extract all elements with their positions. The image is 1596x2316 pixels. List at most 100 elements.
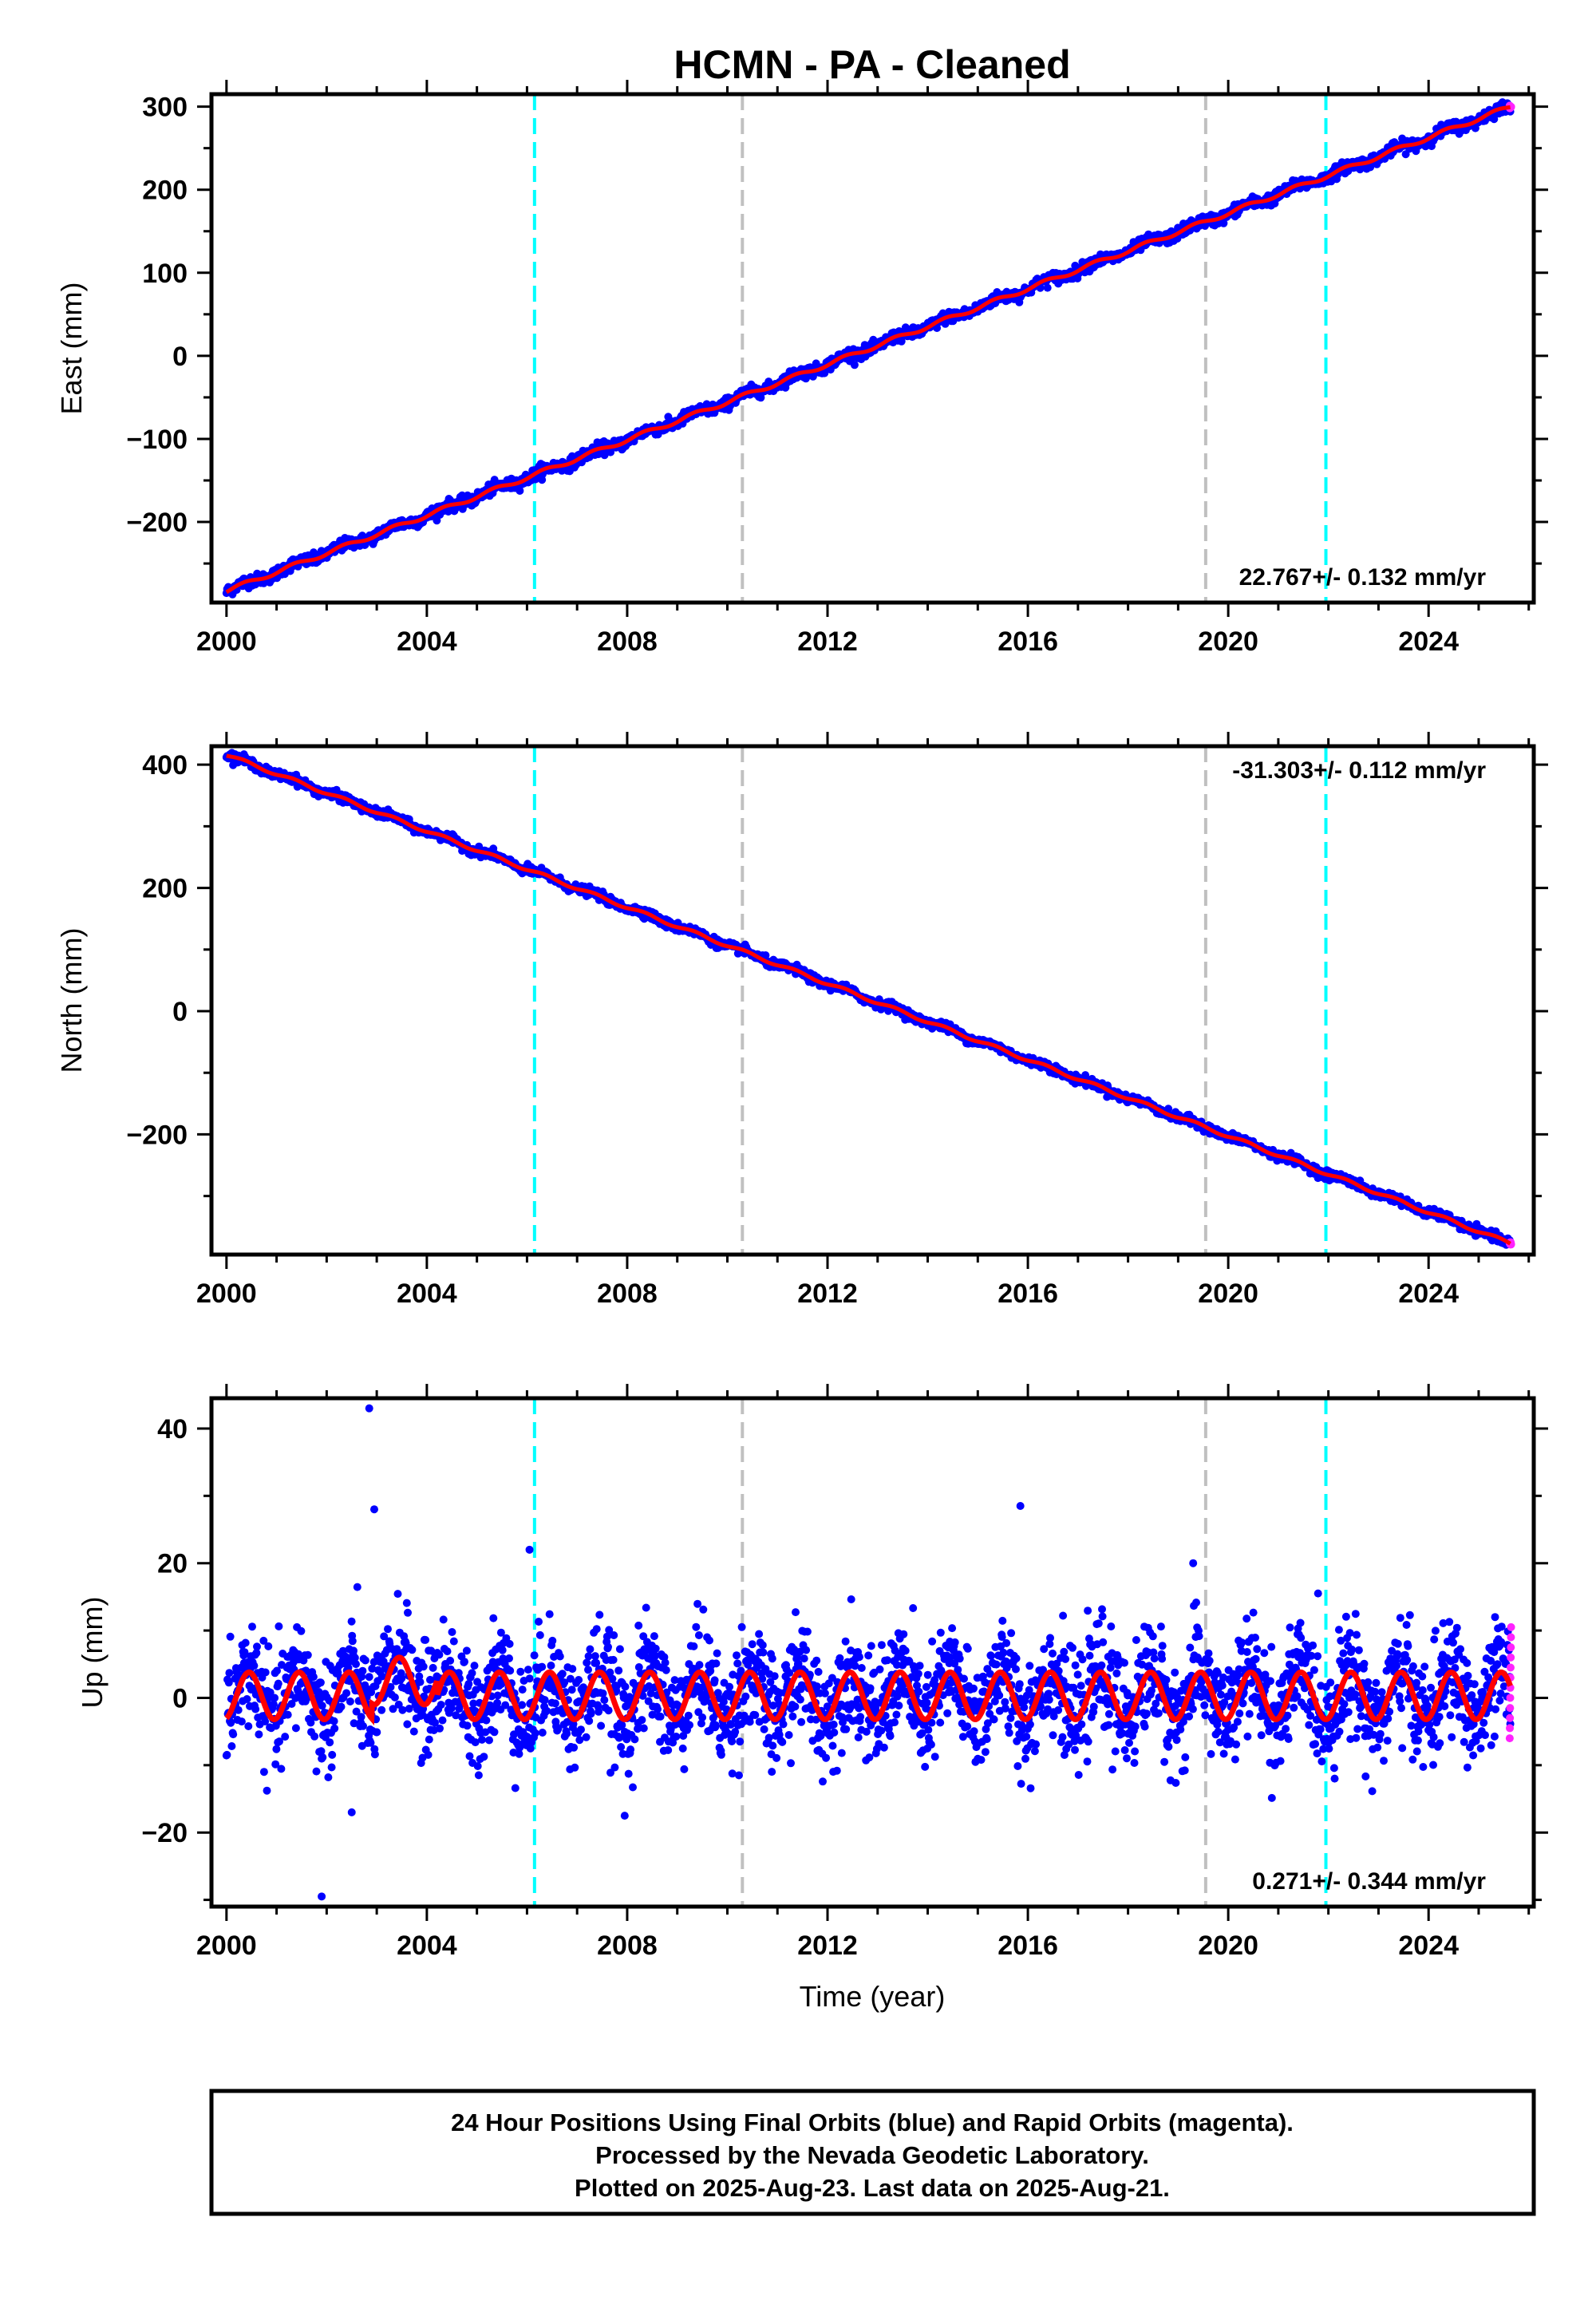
data-point-final (328, 1750, 337, 1759)
data-point-final (384, 1625, 392, 1634)
x-tick-label: 2024 (1398, 1279, 1459, 1309)
data-point-final (259, 1768, 268, 1777)
model-fit-line (226, 753, 1511, 1246)
panel-north: 2000 2004 2008 2012 2016 2020 2024−2000200400N… (55, 732, 1548, 1309)
data-point-final (370, 1750, 379, 1759)
data-point-final (347, 1617, 356, 1626)
data-point-final (435, 1650, 444, 1659)
data-point-final (408, 1646, 417, 1654)
data-point-final (1164, 1105, 1173, 1113)
plot-frame (209, 92, 1536, 605)
x-tick-label: 2004 (397, 1279, 457, 1309)
data-point-final (346, 1677, 354, 1686)
data-point-final (330, 1724, 339, 1733)
data-point-final (350, 1654, 359, 1662)
panels: 2000 2004 2008 2012 2016 2020 2024−200−1000100… (55, 80, 1548, 1961)
plot-area (222, 1398, 1515, 1907)
data-point-final (225, 1669, 234, 1678)
data-point-final (244, 1722, 253, 1730)
y-tick-label: 0 (172, 342, 188, 372)
y-tick-label: −100 (126, 425, 188, 455)
data-point-final (283, 1710, 292, 1719)
data-point-final (273, 1666, 281, 1675)
data-point-final (263, 1786, 271, 1795)
x-tick-label: 2016 (998, 626, 1058, 657)
y-tick-label: 200 (142, 874, 188, 904)
y-tick-label: −200 (126, 1120, 188, 1150)
data-point-final (241, 1638, 250, 1647)
data-point-final (316, 1678, 325, 1687)
data-point-final (439, 1615, 448, 1624)
data-point-final (1043, 283, 1052, 292)
data-point-final (249, 1684, 258, 1693)
data-point-final (259, 1636, 268, 1645)
data-point-final (261, 1668, 270, 1677)
data-point-final (243, 1695, 251, 1703)
data-point-final (251, 1705, 260, 1713)
data-point-final (297, 1626, 306, 1635)
data-point-final (237, 1717, 246, 1726)
data-point-final (318, 1753, 327, 1761)
y-axis-label: East (mm) (55, 283, 88, 415)
data-point-final (431, 1718, 439, 1727)
data-point-final (275, 1622, 283, 1630)
data-point-final (421, 1635, 430, 1644)
data-point-final (380, 1632, 389, 1641)
data-point-final (437, 1701, 445, 1709)
data-point-final (316, 1694, 325, 1703)
data-point-final (348, 1637, 357, 1646)
data-point-final (250, 1662, 259, 1670)
data-point-final (309, 1673, 318, 1682)
data-point-final (357, 1713, 365, 1721)
data-point-final (365, 1673, 373, 1682)
x-tick-label: 2012 (797, 1279, 858, 1309)
data-point-final (352, 1660, 360, 1669)
x-tick-label: 2012 (797, 626, 858, 657)
data-point-final (352, 1707, 361, 1716)
data-point-final (850, 361, 859, 370)
x-tick-label: 2000 (196, 626, 257, 657)
data-point-final (761, 951, 770, 959)
x-tick-label: 2008 (597, 1279, 658, 1309)
data-point-final (516, 487, 524, 495)
data-point-final (350, 1646, 358, 1655)
data-point-final (291, 1724, 300, 1733)
rate-label: -31.303+/- 0.112 mm/yr (1232, 757, 1486, 784)
data-point-final (403, 1720, 412, 1729)
data-point-final (353, 1583, 361, 1591)
data-point-final (390, 1693, 399, 1701)
data-point-final (426, 1675, 434, 1684)
data-point-final (402, 1599, 411, 1607)
data-point-final (330, 1717, 338, 1725)
data-point-final (1036, 283, 1045, 292)
data-point-final (240, 1648, 249, 1657)
data-point-final (227, 1742, 236, 1750)
data-point-final (398, 1705, 407, 1714)
data-point-final (226, 1632, 235, 1641)
data-point-final (317, 1747, 326, 1756)
y-tick-label: 300 (142, 93, 188, 123)
data-point-final (416, 1678, 425, 1686)
rate-label: 22.767+/- 0.132 mm/yr (1239, 564, 1487, 591)
data-point-final (277, 1765, 286, 1773)
x-tick-label: 2020 (1198, 1279, 1258, 1309)
data-point-final (252, 1649, 261, 1658)
data-point-final (342, 1689, 351, 1697)
data-point-final (312, 1767, 321, 1776)
data-point-final (377, 1672, 386, 1681)
data-point-final (419, 1662, 428, 1671)
data-point-final (1219, 219, 1228, 227)
data-point-final (234, 1705, 243, 1714)
data-point-final (409, 1727, 418, 1736)
data-point-final (404, 1608, 412, 1617)
data-point-final (606, 448, 615, 456)
data-point-final (393, 1590, 402, 1599)
model-fit-line (225, 105, 1511, 595)
data-point-final (447, 1704, 456, 1713)
data-point-final (274, 1679, 282, 1688)
plot-frame (209, 744, 1536, 1257)
plot-area (222, 94, 1515, 603)
y-tick-label: 0 (172, 997, 188, 1027)
data-point-final (264, 1642, 273, 1650)
